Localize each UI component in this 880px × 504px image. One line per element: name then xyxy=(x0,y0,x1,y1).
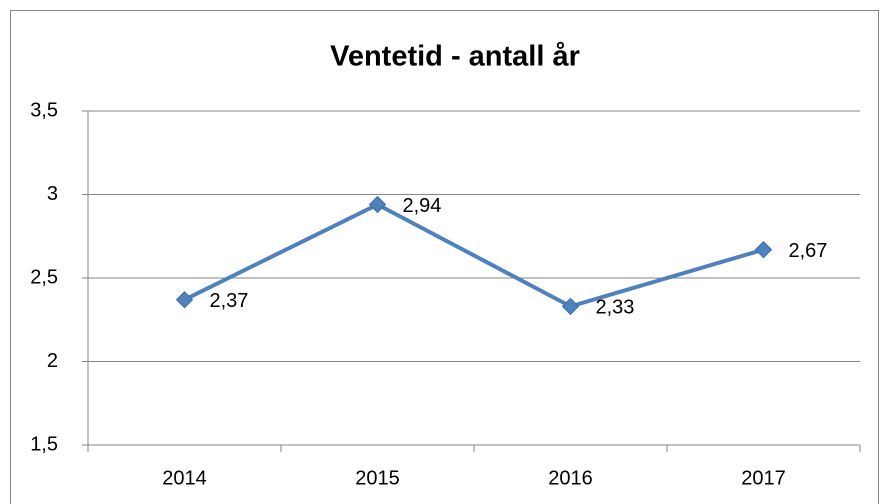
x-tick-label: 2016 xyxy=(548,467,593,489)
x-tick-label: 2017 xyxy=(741,467,786,489)
y-tick-label: 3,5 xyxy=(30,99,58,121)
chart-title: Ventetid - antall år xyxy=(330,41,580,73)
y-tick-label: 1,5 xyxy=(30,433,58,455)
series-line xyxy=(183,202,765,309)
y-tick-label: 2 xyxy=(47,350,58,372)
data-point xyxy=(754,240,773,259)
data-label: 2,33 xyxy=(596,297,635,319)
chart-border xyxy=(10,10,879,504)
y-tick-label: 2,5 xyxy=(30,266,58,288)
data-point xyxy=(175,291,194,309)
x-tick-label: 2014 xyxy=(162,467,207,489)
x-tick-label: 2015 xyxy=(355,467,400,489)
data-label: 2,37 xyxy=(210,290,249,312)
data-label: 2,94 xyxy=(403,195,442,217)
data-point xyxy=(368,195,387,214)
data-point xyxy=(561,297,580,316)
y-tick-label: 3 xyxy=(47,183,58,205)
data-label: 2,67 xyxy=(789,240,828,262)
